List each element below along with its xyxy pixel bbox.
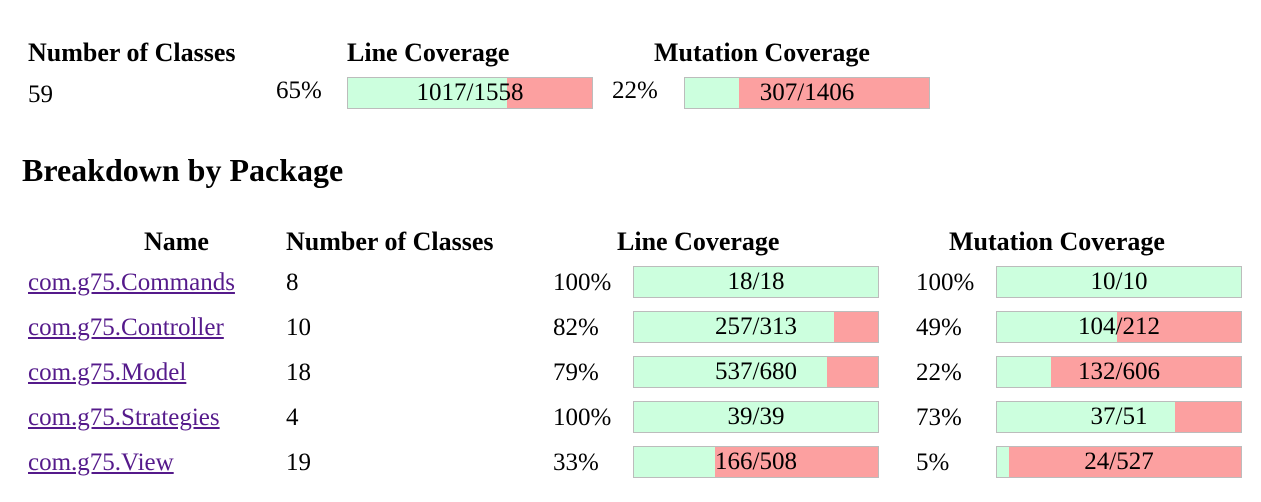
package-line-coverage-label: 537/680 <box>715 358 797 385</box>
package-mutation-coverage-bar: 104/212 <box>996 311 1242 343</box>
package-mutation-percent: 5% <box>916 449 950 476</box>
package-mutation-coverage-label: 104/212 <box>1078 313 1160 340</box>
package-line-percent: 82% <box>553 314 599 341</box>
coverage-fill <box>634 267 878 297</box>
package-link-view[interactable]: com.g75.View <box>28 449 174 476</box>
package-mutation-coverage-bar: 132/606 <box>996 356 1242 388</box>
package-line-coverage-label: 166/508 <box>715 448 797 475</box>
package-line-percent: 33% <box>553 449 599 476</box>
package-line-coverage-label: 39/39 <box>727 403 785 430</box>
package-classes-count: 19 <box>286 449 311 476</box>
package-line-coverage-label: 18/18 <box>727 268 785 295</box>
coverage-fill <box>634 312 835 342</box>
package-link-strategies[interactable]: com.g75.Strategies <box>28 404 220 431</box>
coverage-fill <box>997 267 1241 297</box>
breakdown-header-classes: Number of Classes <box>286 227 494 256</box>
coverage-fill <box>685 78 739 108</box>
coverage-fill <box>634 357 827 387</box>
coverage-fill <box>997 357 1051 387</box>
package-line-percent: 100% <box>553 269 612 296</box>
package-line-coverage-bar: 166/508 <box>633 446 879 478</box>
coverage-fill <box>997 447 1010 477</box>
package-mutation-coverage-label: 10/10 <box>1090 268 1148 295</box>
summary-header-mutation-coverage: Mutation Coverage <box>654 38 870 67</box>
summary-header-line-coverage: Line Coverage <box>347 38 510 67</box>
package-mutation-coverage-label: 132/606 <box>1078 358 1160 385</box>
package-line-coverage-bar: 537/680 <box>633 356 879 388</box>
summary-classes-count: 59 <box>28 81 53 108</box>
package-mutation-coverage-bar: 10/10 <box>996 266 1242 298</box>
summary-header-classes: Number of Classes <box>28 38 236 67</box>
package-mutation-coverage-bar: 24/527 <box>996 446 1242 478</box>
package-line-coverage-label: 257/313 <box>715 313 797 340</box>
package-mutation-percent: 73% <box>916 404 962 431</box>
package-classes-count: 8 <box>286 269 299 296</box>
package-mutation-coverage-label: 37/51 <box>1090 403 1148 430</box>
breakdown-header-mutation-coverage: Mutation Coverage <box>949 227 1165 256</box>
summary-mutation-coverage-bar: 307/1406 <box>684 77 930 109</box>
coverage-fill <box>997 402 1176 432</box>
package-classes-count: 4 <box>286 404 299 431</box>
package-line-percent: 100% <box>553 404 612 431</box>
breakdown-header-line-coverage: Line Coverage <box>617 227 780 256</box>
coverage-fill <box>997 312 1117 342</box>
coverage-fill <box>348 78 507 108</box>
package-classes-count: 18 <box>286 359 311 386</box>
summary-line-coverage-bar: 1017/1558 <box>347 77 593 109</box>
package-line-coverage-bar: 39/39 <box>633 401 879 433</box>
summary-line-coverage-label: 1017/1558 <box>416 79 524 106</box>
package-line-coverage-bar: 257/313 <box>633 311 879 343</box>
summary-mutation-coverage-label: 307/1406 <box>759 79 855 106</box>
package-link-controller[interactable]: com.g75.Controller <box>28 314 224 341</box>
package-mutation-coverage-bar: 37/51 <box>996 401 1242 433</box>
summary-mutation-percent: 22% <box>612 77 658 104</box>
package-mutation-coverage-label: 24/527 <box>1084 448 1154 475</box>
package-classes-count: 10 <box>286 314 311 341</box>
coverage-fill <box>634 447 715 477</box>
summary-line-percent: 65% <box>276 77 322 104</box>
package-mutation-percent: 49% <box>916 314 962 341</box>
package-line-percent: 79% <box>553 359 599 386</box>
breakdown-title: Breakdown by Package <box>22 152 344 188</box>
package-link-model[interactable]: com.g75.Model <box>28 359 187 386</box>
package-line-coverage-bar: 18/18 <box>633 266 879 298</box>
coverage-fill <box>634 402 878 432</box>
package-link-commands[interactable]: com.g75.Commands <box>28 269 235 296</box>
package-mutation-percent: 100% <box>916 269 975 296</box>
package-mutation-percent: 22% <box>916 359 962 386</box>
breakdown-header-name: Name <box>144 227 209 256</box>
